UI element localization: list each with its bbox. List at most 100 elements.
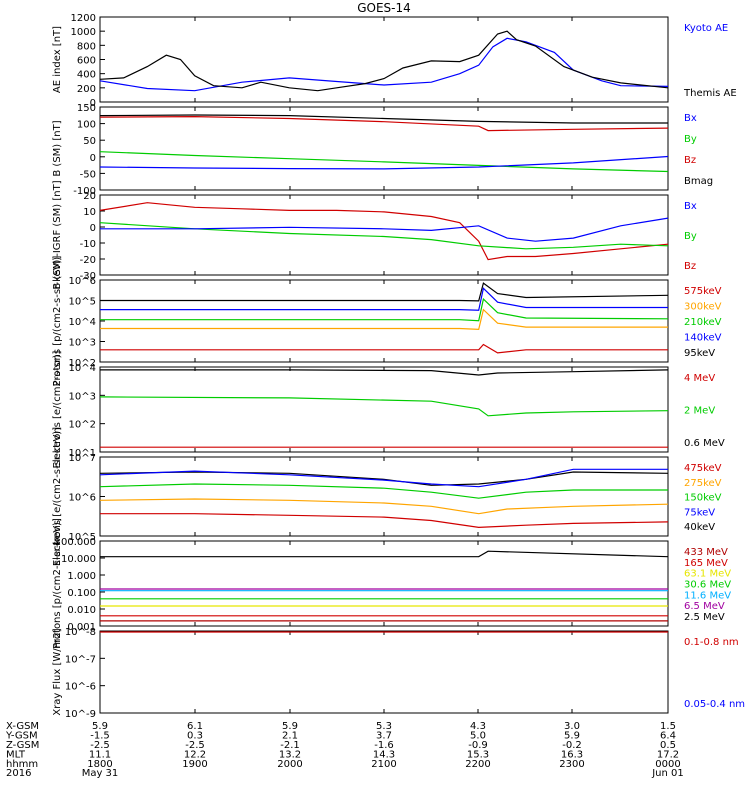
legend-label: Kyoto AE [684, 23, 728, 34]
series-line-140keV [100, 287, 668, 311]
ephemeris-value: -2.1 [280, 740, 300, 751]
series-line-Bmag [99, 114, 668, 124]
y-axis-label: B (SM) [nT] [52, 120, 63, 176]
series-line-Bx [100, 217, 669, 242]
legend-label: 0.05-0.4 nm [684, 699, 745, 710]
ephemeris-value: 1800 [87, 759, 112, 770]
legend-label: 11.6 MeV [684, 590, 731, 601]
y-tick-label: 10^2 [69, 358, 96, 369]
y-tick-label: 10^-8 [65, 627, 96, 638]
y-tick-label: -20 [80, 255, 96, 266]
panel-frame [99, 630, 669, 714]
y-tick-label: 10^1 [69, 448, 96, 459]
y-tick-label: 10^6 [69, 493, 96, 504]
y-tick-label: 10^-9 [65, 709, 96, 720]
y-tick-label: 0 [90, 223, 96, 234]
legend-label: 4 MeV [684, 373, 715, 384]
y-tick-label: -50 [80, 169, 96, 180]
legend-label: By [684, 134, 697, 145]
y-tick-label: 400 [77, 70, 96, 81]
ephemeris-value: 0.3 [187, 731, 203, 742]
ephemeris-value: 2000 [277, 759, 302, 770]
ephemeris-value: 5.9 [92, 721, 108, 732]
y-tick-label: 1200 [71, 13, 96, 24]
legend-label: 2.5 MeV [684, 612, 725, 623]
ephemeris-value: 17.2 [657, 750, 679, 761]
y-tick-label: 800 [77, 41, 96, 52]
ephemeris-row-label: hhmm [6, 759, 38, 770]
date-end-label: Jun 01 [651, 768, 684, 779]
y-tick-label: 10^5 [69, 532, 96, 543]
panel-frame [99, 366, 669, 453]
ephemeris-value: 16.3 [561, 750, 583, 761]
ephemeris-value: 3.7 [376, 731, 392, 742]
ephemeris-row-label: X-GSM [6, 721, 39, 732]
y-tick-label: 0.001 [67, 622, 96, 633]
y-tick-label: -100 [73, 186, 96, 197]
series-line-Bx [99, 155, 669, 170]
y-tick-label: 100 [77, 120, 96, 131]
y-tick-label: 1.000 [67, 571, 96, 582]
legend-label: 0.6 MeV [684, 438, 725, 449]
y-axis-label: Xray Flux [W/m2] [52, 628, 63, 715]
y-axis-label: AE index [nT] [52, 26, 63, 93]
ephemeris-value: 2300 [559, 759, 584, 770]
ephemeris-value: 5.3 [376, 721, 392, 732]
date-start-label: May 31 [82, 768, 119, 779]
y-tick-label: 0 [90, 98, 96, 109]
ephemeris-row-label: MLT [6, 750, 26, 761]
ephemeris-value: 1900 [182, 759, 207, 770]
legend-label: Bmag [684, 176, 713, 187]
series-line-475keV [100, 513, 669, 529]
ephemeris-value: 2200 [465, 759, 490, 770]
legend-label: 63.1 MeV [684, 569, 731, 580]
year-label: 2016 [6, 768, 31, 779]
legend-label: 210keV [684, 317, 722, 328]
ephemeris-value: -0.2 [562, 740, 582, 751]
y-tick-label: 10^2 [69, 420, 96, 431]
legend-label: Bx [684, 113, 697, 124]
ephemeris-value: -2.5 [185, 740, 205, 751]
y-tick-label: 0.010 [67, 605, 96, 616]
ephemeris-value: 2.1 [282, 731, 298, 742]
ephemeris-value: 1.5 [660, 721, 676, 732]
series-line-75keV [99, 468, 668, 488]
y-tick-label: 10^4 [69, 363, 96, 374]
y-axis-label: Protons [p/(cm2-s-sr-keV)] [52, 256, 63, 387]
y-axis-label: Electrons [e/(cm2-s-sr)] [52, 350, 63, 468]
series-line-95keV [100, 282, 669, 302]
legend-label: 2 MeV [684, 406, 715, 417]
ephemeris-value: 3.0 [564, 721, 580, 732]
legend-label: Bx [684, 201, 697, 212]
ephemeris-value: -1.6 [374, 740, 394, 751]
legend-label: By [684, 231, 697, 242]
series-line-150keV [99, 483, 668, 499]
y-tick-label: 0 [90, 153, 96, 164]
ephemeris-value: 2100 [371, 759, 396, 770]
ephemeris-value: 5.9 [282, 721, 298, 732]
ephemeris-value: 5.0 [470, 731, 486, 742]
ephemeris-value: 11.1 [89, 750, 111, 761]
y-tick-label: 10.000 [61, 554, 96, 565]
legend-label: 275keV [684, 478, 722, 489]
series-line-300keV [100, 308, 668, 331]
y-tick-label: 10^6 [69, 276, 96, 287]
y-tick-label: 600 [77, 56, 96, 67]
y-axis-label: B (SM)-IGRF (SM) [nT] [52, 180, 63, 289]
ephemeris-value: 13.2 [279, 750, 301, 761]
ephemeris-value: 6.1 [187, 721, 203, 732]
legend-label: 140keV [684, 333, 722, 344]
y-axis-label: Electrons [e/(cm2-s-sr-keV)] [52, 427, 63, 566]
ephemeris-value: 15.3 [467, 750, 489, 761]
plot-title: GOES-14 [357, 1, 411, 15]
legend-label: 150keV [684, 493, 722, 504]
legend-label: Themis AE [683, 88, 737, 99]
ephemeris-value: 4.3 [470, 721, 486, 732]
legend-label: 95keV [684, 348, 715, 359]
legend-label: 0.1-0.8 nm [684, 637, 739, 648]
legend-label: 300keV [684, 302, 722, 313]
y-tick-label: 20 [83, 191, 96, 202]
series-line-Bz [99, 115, 669, 132]
ephemeris-value: -1.5 [90, 731, 110, 742]
legend-label: 40keV [684, 522, 715, 533]
